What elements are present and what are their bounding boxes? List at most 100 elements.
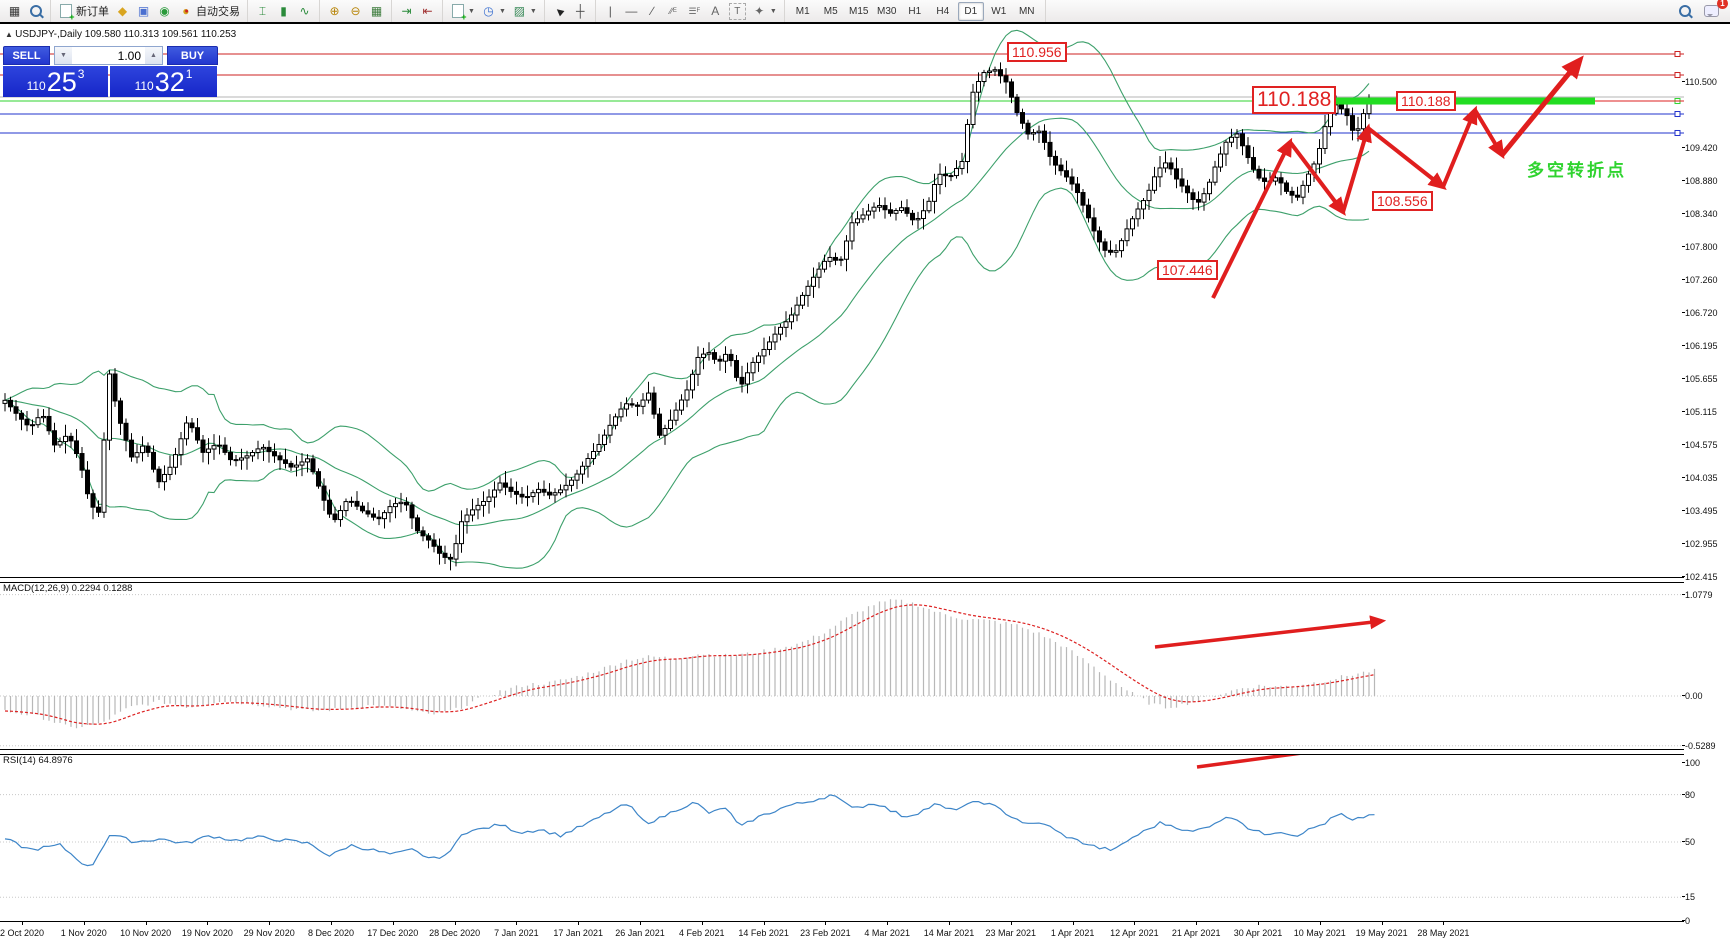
tf-button-M5[interactable]: M5 [823,5,838,17]
collapse-arrow-icon[interactable]: ▲ [5,30,16,39]
tf-button-H1[interactable]: H1 [908,5,922,17]
new-order-label: 新订单 [76,6,109,18]
date-tick [331,922,332,925]
cursor-button[interactable]: ▲ [549,2,570,20]
candlestick-button[interactable]: ▮ [273,3,294,20]
tf-button-D1[interactable]: D1 [957,1,984,21]
tf-button-M30[interactable]: M30 [877,5,897,17]
turning-point-annotation[interactable]: 多空转折点 [1527,161,1627,180]
date-tick [701,922,703,925]
date-label: 30 Apr 2021 [1233,928,1283,938]
chart-wizard-icon: ◆ [117,3,128,18]
panel-separator[interactable] [0,749,1730,755]
date-tick [949,922,950,925]
sell-price[interactable]: 110 25 3 [3,66,108,97]
date-tick [1443,922,1445,925]
axis-tick-label: 109.420 [1682,143,1729,153]
line-chart-icon: ∿ [299,3,310,18]
tf-button-H4[interactable]: H4 [936,5,950,17]
chart-shift-button[interactable]: ⇤ [417,3,438,20]
text-label-button[interactable]: T [726,2,749,21]
macd-panel-chart[interactable] [0,581,1684,750]
date-label: 1 Nov 2020 [60,928,107,938]
sell-price-pip: 3 [77,67,85,81]
print-preview-icon [28,4,43,19]
date-tick [207,922,209,925]
rsi-panel-chart[interactable] [0,753,1684,921]
sell-price-prefix: 110 [26,79,46,93]
trendline-icon: ∕ [651,3,654,18]
date-tick [763,922,765,925]
buy-button[interactable]: BUY [167,46,218,65]
date-axis[interactable]: 2 Oct 2020 1 Nov 2020 10 Nov 2020 19 Nov 20… [0,921,1684,942]
zoom-out-button[interactable]: ⊖ [345,3,366,20]
zoom-in-button[interactable]: ⊕ [324,3,345,20]
print-preview-button[interactable] [25,3,46,20]
search-button[interactable] [1674,3,1695,20]
templates-button[interactable]: ▨ ▼ [513,3,537,18]
tf-button-M15[interactable]: M15 [849,5,869,17]
date-label: 7 Jan 2021 [494,928,539,938]
notifications-button[interactable]: 1 [1701,0,1728,20]
date-tick [1381,922,1383,925]
chat-icon [1704,4,1719,19]
horizontal-line-icon: — [625,3,638,18]
chart-shift-icon: ⇤ [422,3,433,18]
date-tick [454,922,456,925]
axis-tick-label: 104.035 [1682,473,1729,483]
price-annotation-box[interactable]: 110.956 [1007,42,1067,63]
price-annotation-box[interactable]: 110.188 [1396,91,1456,112]
date-label: 12 Apr 2021 [1110,928,1159,938]
chart-wizard-button[interactable]: ◆ [112,3,133,20]
fibonacci-button[interactable]: ☰ F [684,3,705,20]
vertical-line-button[interactable]: | [600,3,621,20]
horizontal-line-button[interactable]: — [621,3,642,20]
trendline-button[interactable]: ∕ [642,3,663,20]
channel-button[interactable]: ∕∕ E [663,3,684,20]
axis-tick-label: 106.720 [1682,308,1729,318]
axis-tick-label: 106.195 [1682,341,1729,351]
notification-badge: 1 [1717,0,1728,9]
fibonacci-icon: ☰ F [688,5,701,16]
sell-button[interactable]: SELL [3,46,50,65]
text-button[interactable]: A [705,3,726,20]
date-label: 28 May 2021 [1417,928,1470,938]
autotrade-button[interactable]: ● ● 自动交易 [175,2,243,20]
volume-decrease-button[interactable]: ▼ [55,47,72,64]
price-annotation-box[interactable]: 107.446 [1157,260,1218,281]
buy-price[interactable]: 110 32 1 [110,66,217,97]
toolbar: ▦ + 新订单 ◆ ▣ ◉ ● ● 自动交易 ⌶ ▮ ∿ ⊕ ⊖ ▦ [0,0,1730,23]
tf-button-M1[interactable]: M1 [795,5,810,17]
auto-scroll-button[interactable]: ⇥ [396,3,417,20]
new-order-button[interactable]: + 新订单 [55,2,112,22]
date-tick [1319,922,1321,925]
bar-chart-button[interactable]: ⌶ [252,3,273,20]
terminal-button[interactable]: ▣ [133,3,154,20]
crosshair-button[interactable]: ┼ [570,3,591,20]
axis-tick-label: 105.655 [1682,374,1729,384]
main-price-chart[interactable] [0,24,1684,578]
indicators-button[interactable]: + ▼ [447,3,478,22]
periods-button[interactable]: ◷ ▼ [478,3,509,20]
arrows-button[interactable]: ✦ ▼ [749,3,780,20]
templates-icon: ▨ [513,3,526,18]
line-chart-button[interactable]: ∿ [294,3,315,20]
price-annotation-box[interactable]: 108.556 [1372,191,1433,212]
sell-price-big: 25 [46,67,77,97]
panel-separator[interactable] [0,577,1730,583]
chart-window-button[interactable]: ▦ [4,3,25,20]
signals-button[interactable]: ◉ [154,3,175,20]
tile-windows-button[interactable]: ▦ [366,3,387,20]
price-axis[interactable]: 110.500 109.420 108.880 108.340 107.800 107.2… [1682,24,1730,926]
date-tick [392,922,394,925]
tf-button-W1[interactable]: W1 [991,5,1007,17]
price-annotation-box[interactable]: 110.188 [1252,86,1337,115]
volume-increase-button[interactable]: ▲ [145,47,162,64]
date-tick [1072,922,1074,925]
axis-tick-label: 50 [1682,837,1729,847]
tf-button-MN[interactable]: MN [1018,5,1035,17]
volume-input[interactable] [72,47,145,64]
crosshair-icon: ┼ [576,3,585,18]
search-icon [1677,4,1692,19]
axis-tick-label: 103.495 [1682,506,1729,516]
